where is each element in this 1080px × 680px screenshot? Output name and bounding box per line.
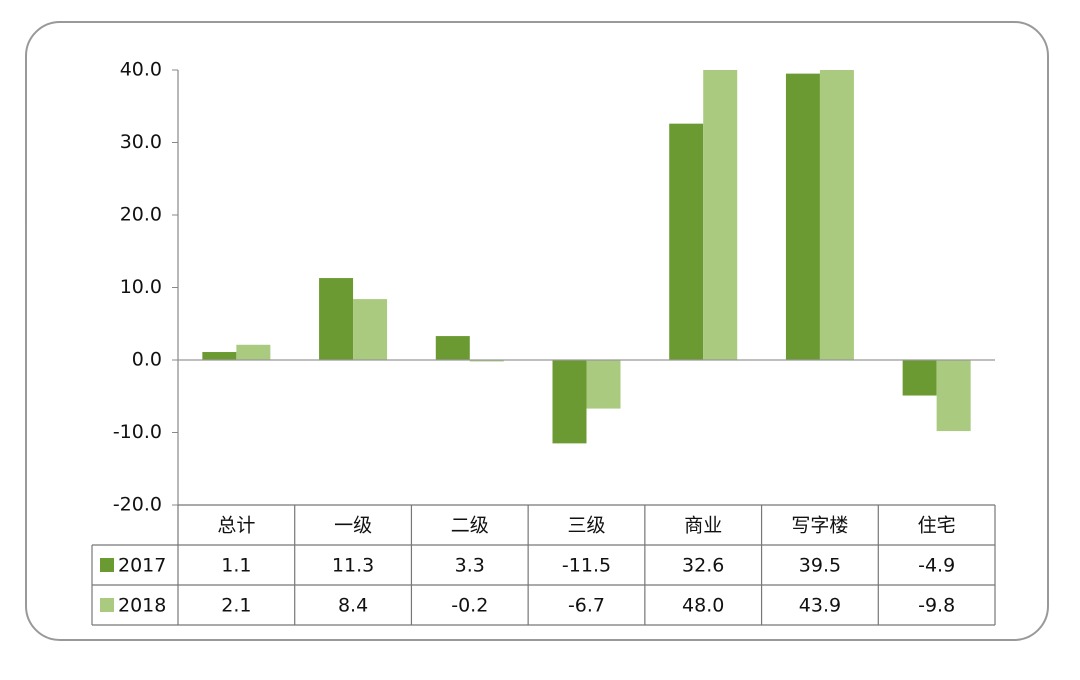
bar [703, 70, 738, 360]
table-value: 48.0 [682, 595, 724, 617]
table-value: -6.7 [568, 595, 605, 617]
table-value: 11.3 [332, 555, 374, 577]
x-tick-label: 住宅 [918, 515, 956, 537]
x-tick-label: 二级 [451, 515, 489, 537]
bar [936, 360, 971, 432]
y-tick-label: -20.0 [113, 494, 162, 516]
table-value: 32.6 [682, 555, 724, 577]
bar [353, 299, 388, 360]
table-value: -9.8 [918, 595, 955, 617]
bar [319, 278, 354, 360]
x-tick-label: 三级 [567, 515, 605, 537]
table-value: 1.1 [221, 555, 251, 577]
table-value: 3.3 [455, 555, 485, 577]
y-tick-label: 40.0 [120, 59, 162, 81]
legend-label: 2018 [118, 595, 166, 617]
bar [669, 123, 704, 361]
bar [469, 360, 504, 362]
legend-swatch [100, 558, 114, 572]
frame [25, 21, 1049, 641]
legend-swatch [100, 598, 114, 612]
y-tick-label: 10.0 [120, 276, 162, 298]
bar [902, 360, 937, 396]
bar [435, 336, 470, 360]
bar [819, 70, 854, 360]
table-value: -4.9 [918, 555, 955, 577]
table-value: 43.9 [799, 595, 841, 617]
y-tick-label: 20.0 [120, 204, 162, 226]
bar [236, 344, 271, 360]
y-tick-label: -10.0 [113, 421, 162, 443]
plot-area [202, 70, 971, 444]
bar [202, 352, 237, 360]
x-tick-label: 总计 [217, 515, 255, 537]
y-tick-label: 30.0 [120, 131, 162, 153]
table-value: -0.2 [451, 595, 488, 617]
bar [552, 360, 587, 444]
bar [586, 360, 621, 409]
x-tick-label: 商业 [684, 515, 722, 537]
x-tick-label: 一级 [334, 515, 372, 537]
table-value: 39.5 [799, 555, 841, 577]
legend-label: 2017 [118, 555, 166, 577]
table-value: 8.4 [338, 595, 368, 617]
x-tick-label: 写字楼 [791, 515, 848, 537]
y-tick-label: 0.0 [132, 349, 162, 371]
table-value: -11.5 [562, 555, 611, 577]
bar [785, 73, 820, 360]
table-value: 2.1 [221, 595, 251, 617]
